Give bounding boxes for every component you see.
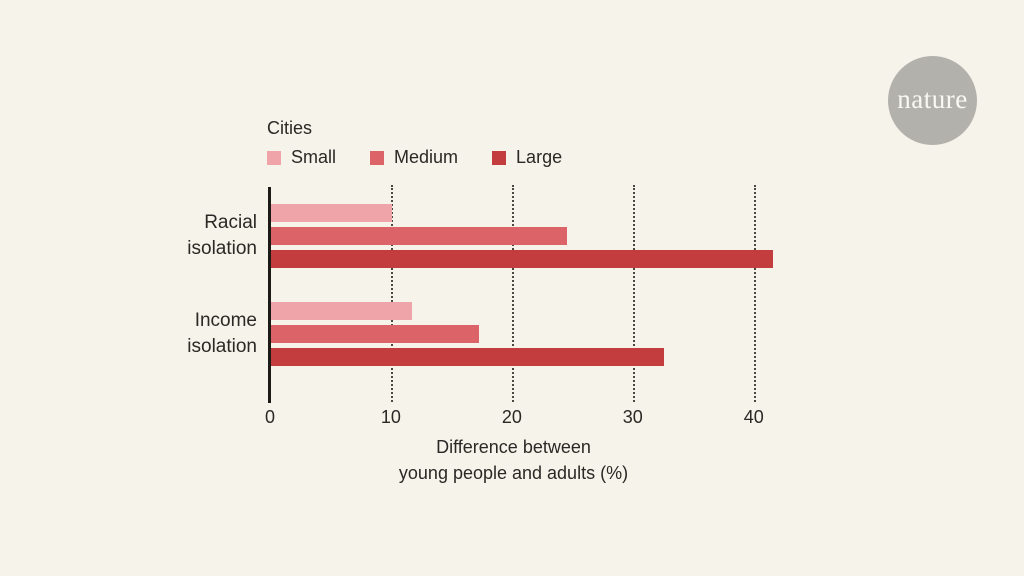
legend-swatch-medium: [370, 150, 385, 165]
legend-swatch-small: [267, 150, 281, 165]
legend: Cities Small Medium Large: [267, 118, 596, 168]
gridline-30: [632, 185, 635, 402]
nature-logo-text: nature: [897, 84, 968, 114]
bar-income-isolation-large: [271, 348, 665, 366]
category-label-income-isolation: Income isolation: [187, 310, 257, 357]
category-label-racial-isolation: Racial isolation: [187, 212, 257, 259]
x-tick-label-10: 10: [380, 407, 401, 427]
bar-racial-isolation-medium: [271, 227, 568, 245]
gridline-40: [753, 185, 756, 402]
gridline-20: [511, 185, 514, 402]
x-axis-title-line2: young people and adults (%): [398, 463, 629, 483]
gridline-10: [390, 185, 393, 402]
plot-area: [268, 185, 790, 403]
x-tick-label-20: 20: [501, 407, 522, 427]
x-axis-title-line1: Difference between: [436, 437, 591, 457]
legend-item-medium: Medium: [370, 147, 458, 168]
x-tick-label-30: 30: [622, 407, 643, 427]
bar-income-isolation-medium: [271, 325, 479, 343]
legend-title: Cities: [267, 118, 313, 138]
nature-logo: nature: [888, 56, 977, 145]
x-tick-label-0: 0: [264, 407, 276, 427]
x-tick-label-40: 40: [743, 407, 764, 427]
legend-swatch-large: [492, 150, 507, 165]
bar-income-isolation-small: [271, 302, 413, 320]
legend-items: Small Medium Large: [267, 147, 596, 168]
legend-item-small: Small: [267, 147, 336, 168]
legend-label: Small: [291, 147, 337, 167]
legend-label: Medium: [394, 147, 459, 167]
legend-item-large: Large: [492, 147, 562, 168]
bar-racial-isolation-small: [271, 204, 392, 222]
legend-label: Large: [516, 147, 563, 167]
y-axis-line: [268, 187, 271, 403]
x-axis-title: Difference between young people and adul…: [270, 434, 757, 486]
bar-racial-isolation-large: [271, 250, 773, 268]
